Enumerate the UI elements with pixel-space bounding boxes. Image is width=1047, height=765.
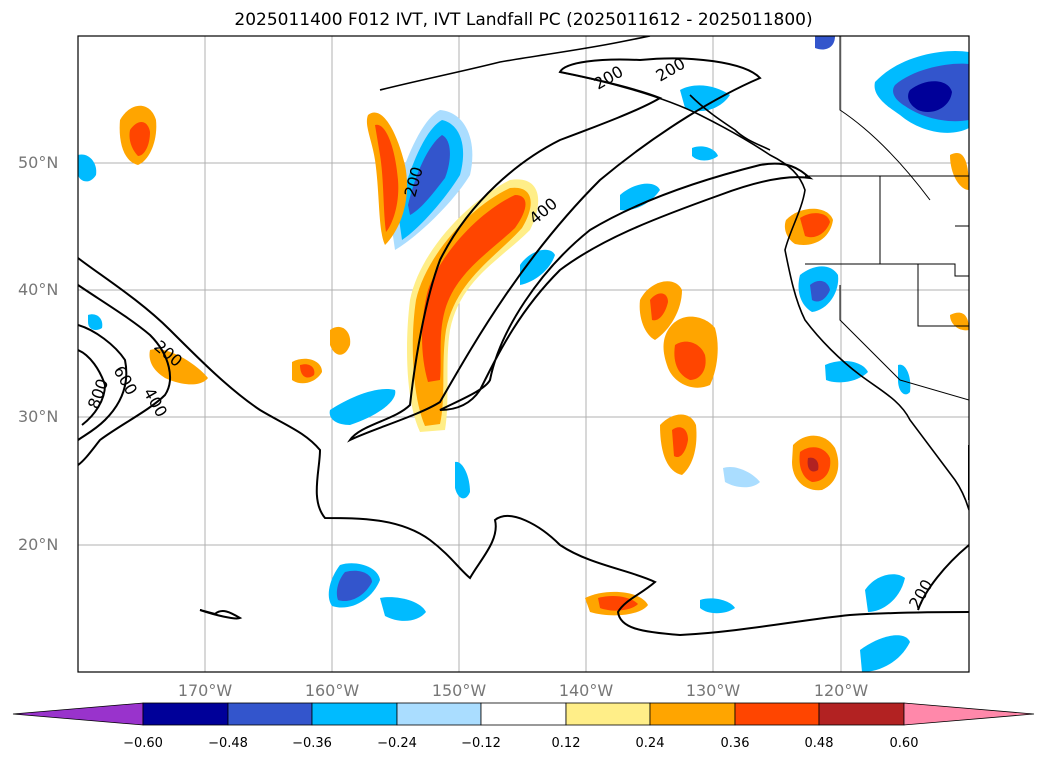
colorbar-bin xyxy=(480,702,567,726)
lon-label: 140°W xyxy=(558,681,614,700)
colorbar-tick: −0.48 xyxy=(208,736,248,751)
lon-label: 150°W xyxy=(431,681,487,700)
map-frame xyxy=(77,35,970,673)
lon-label: 130°W xyxy=(685,681,741,700)
map-plot-area xyxy=(78,36,969,672)
lat-label: 50°N xyxy=(18,153,59,172)
colorbar-bin xyxy=(734,702,820,726)
ar-positive-band xyxy=(407,179,539,432)
colorbar-bin xyxy=(227,702,313,726)
colorbar-bin xyxy=(142,702,229,726)
colorbar-tick: 0.60 xyxy=(889,736,919,751)
colorbar-extend-high xyxy=(903,702,1035,726)
lon-label: 120°W xyxy=(813,681,869,700)
contour-label: 200 xyxy=(591,62,627,94)
colorbar-bin xyxy=(396,702,482,726)
lat-label: 40°N xyxy=(18,280,59,299)
colorbar-extend-low xyxy=(12,702,144,726)
contour-label: 200 xyxy=(905,576,937,612)
colorbar-tick: −0.36 xyxy=(292,736,332,751)
lat-label: 30°N xyxy=(18,407,59,426)
negative-band-northwest xyxy=(390,110,473,250)
colorbar-tick: 0.24 xyxy=(635,736,665,751)
colorbar-tick: 0.12 xyxy=(551,736,581,751)
lon-label: 160°W xyxy=(304,681,360,700)
colorbar-tick: 0.48 xyxy=(804,736,834,751)
contour-label: 800 xyxy=(84,376,112,411)
colorbar xyxy=(12,702,1035,726)
map-title: 2025011400 F012 IVT, IVT Landfall PC (20… xyxy=(234,10,813,30)
contour-label: 600 xyxy=(110,363,142,399)
colorbar-tick: −0.24 xyxy=(377,736,417,751)
coastlines xyxy=(379,36,969,511)
colorbar-bin xyxy=(818,702,905,726)
colorbar-tick: −0.60 xyxy=(123,736,163,751)
ivt-contours xyxy=(78,57,969,637)
colorbar-bin xyxy=(565,702,651,726)
contour-label: 400 xyxy=(140,385,172,421)
borders xyxy=(805,36,969,401)
negative-blob-sw1 xyxy=(329,389,396,425)
colorbar-tick: −0.12 xyxy=(461,736,501,751)
colorbar-tick: 0.36 xyxy=(720,736,750,751)
colorbar-bin xyxy=(311,702,398,726)
colorbar-bin xyxy=(649,702,736,726)
lat-label: 20°N xyxy=(18,535,59,554)
lon-label: 170°W xyxy=(177,681,233,700)
